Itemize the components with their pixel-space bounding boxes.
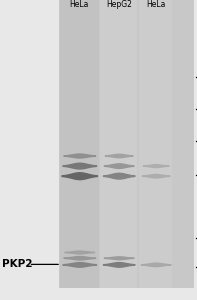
Bar [139, 0, 172, 288]
Text: PKP2: PKP2 [2, 260, 33, 269]
Text: HeLa: HeLa [146, 0, 165, 9]
Bar [59, 0, 194, 288]
Text: HeLa: HeLa [70, 0, 89, 9]
Bar [100, 0, 137, 288]
Bar [60, 0, 98, 288]
Text: HepG2: HepG2 [106, 0, 132, 9]
